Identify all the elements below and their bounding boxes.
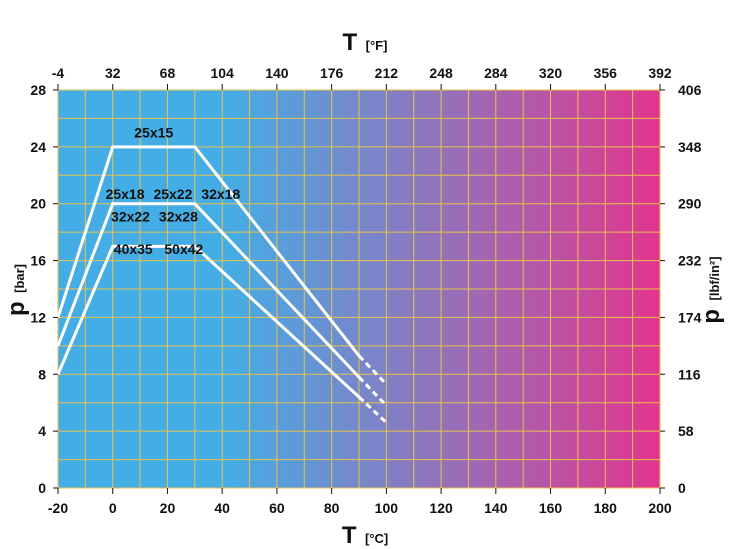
series-label: 40x35 — [114, 241, 153, 257]
left-tick-label: 28 — [30, 82, 46, 98]
bottom-tick-label: 20 — [160, 500, 176, 516]
top-tick-label: 140 — [265, 65, 289, 81]
top-tick-label: 212 — [375, 65, 399, 81]
series-dashed-3 — [357, 395, 388, 424]
series-label: 32x28 — [159, 209, 198, 225]
top-tick-label: -4 — [52, 65, 65, 81]
top-axis-ticks: -4 32 68 104 140 176 212 248 284 320 356 392 — [52, 65, 672, 90]
right-axis-ticks: 0 58 116 174 232 290 348 406 — [660, 82, 702, 496]
bottom-tick-label: 200 — [648, 500, 672, 516]
series-line-1 — [56, 145, 361, 357]
series-annotations: 25x15 25x18 25x22 32x18 32x22 32x28 40x35 50x42 — [106, 125, 241, 258]
series-line-3 — [56, 244, 361, 399]
left-tick-label: 16 — [30, 253, 46, 269]
left-tick-label: 4 — [38, 423, 46, 439]
right-tick-label: 348 — [678, 139, 702, 155]
bottom-tick-label: 180 — [594, 500, 618, 516]
left-tick-label: 12 — [30, 309, 46, 325]
series-label: 25x15 — [134, 125, 173, 141]
bottom-tick-label: 60 — [269, 500, 285, 516]
right-tick-label: 58 — [678, 423, 694, 439]
right-tick-label: 116 — [678, 366, 701, 382]
left-axis-title: p [bar] — [3, 264, 30, 316]
top-tick-label: 392 — [648, 65, 672, 81]
top-tick-label: 248 — [429, 65, 453, 81]
left-tick-label: 0 — [38, 480, 46, 496]
series-label: 32x22 — [111, 209, 150, 225]
series-dashed-1 — [357, 354, 388, 386]
right-tick-label: 0 — [678, 480, 686, 496]
bottom-axis-title: T [°C] — [342, 522, 388, 549]
right-tick-label: 174 — [678, 309, 702, 325]
bottom-tick-label: 140 — [484, 500, 508, 516]
bottom-tick-label: 80 — [324, 500, 340, 516]
bottom-tick-label: 120 — [429, 500, 453, 516]
series-label: 50x42 — [164, 241, 203, 257]
top-tick-label: 284 — [484, 65, 508, 81]
bottom-tick-label: 100 — [375, 500, 399, 516]
series-dashed-2 — [357, 376, 388, 407]
right-tick-label: 232 — [678, 253, 702, 269]
series-lines — [56, 145, 388, 424]
bottom-tick-label: 0 — [109, 500, 117, 516]
series-label: 25x18 — [106, 186, 145, 202]
top-axis-title: T [°F] — [343, 29, 388, 56]
top-tick-label: 356 — [594, 65, 618, 81]
left-axis-ticks: 0 4 8 12 16 20 24 28 — [30, 82, 58, 496]
bottom-tick-label: 160 — [539, 500, 563, 516]
right-tick-label: 290 — [678, 196, 702, 212]
top-tick-label: 32 — [105, 65, 121, 81]
series-label: 25x22 — [153, 186, 192, 202]
grid-lines — [57, 89, 661, 489]
left-tick-label: 8 — [38, 366, 46, 382]
bottom-tick-label: -20 — [48, 500, 68, 516]
top-tick-label: 104 — [211, 65, 235, 81]
left-tick-label: 20 — [30, 196, 46, 212]
series-line-2 — [56, 202, 361, 379]
top-tick-label: 320 — [539, 65, 563, 81]
bottom-axis-ticks: -20 0 20 40 60 80 100 120 140 160 180 200 — [48, 488, 672, 516]
right-tick-label: 406 — [678, 82, 702, 98]
top-tick-label: 68 — [160, 65, 176, 81]
series-label: 32x18 — [201, 186, 240, 202]
right-axis-title: p [lbf/in²] — [698, 256, 725, 323]
bottom-tick-label: 40 — [214, 500, 230, 516]
left-tick-label: 24 — [30, 139, 46, 155]
top-tick-label: 176 — [320, 65, 344, 81]
